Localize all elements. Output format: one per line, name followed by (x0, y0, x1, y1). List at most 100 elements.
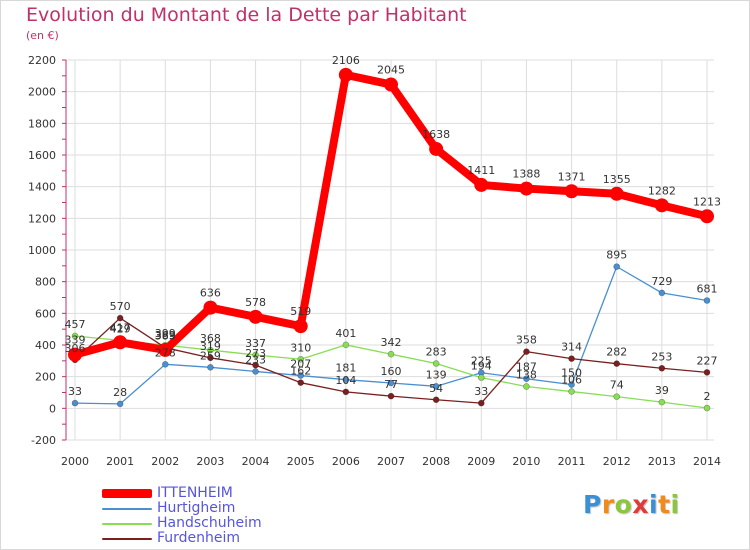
data-label: 2 (704, 390, 711, 403)
data-point (293, 319, 308, 334)
data-point (429, 141, 444, 156)
data-point (658, 364, 666, 372)
data-label: 339 (65, 334, 86, 347)
data-point (71, 332, 79, 340)
data-label: 282 (606, 346, 627, 359)
data-point (387, 392, 395, 400)
y-tick-label: 600 (35, 307, 56, 320)
x-tick-label: 2008 (422, 455, 450, 468)
data-label: 578 (245, 296, 266, 309)
data-label: 106 (561, 374, 582, 387)
y-tick-label: 1600 (28, 149, 56, 162)
data-label: 1638 (422, 128, 450, 141)
data-label: 187 (516, 361, 537, 374)
x-tick-label: 2014 (693, 455, 721, 468)
data-point (703, 369, 711, 376)
y-tick-label: 0 (49, 402, 56, 415)
y-tick-label: 1800 (28, 117, 56, 130)
data-point (116, 314, 124, 322)
x-tick-label: 2005 (287, 455, 315, 468)
data-label: 39 (655, 384, 669, 397)
data-point (387, 350, 395, 358)
data-label: 74 (610, 379, 624, 392)
data-label: 227 (697, 354, 718, 367)
data-point (203, 300, 218, 315)
x-tick-label: 2012 (603, 455, 631, 468)
data-label: 181 (335, 362, 356, 375)
x-tick-label: 2004 (242, 455, 270, 468)
legend-label: Handschuheim (157, 515, 262, 531)
data-label: 519 (290, 305, 311, 318)
data-point (113, 335, 128, 350)
data-label: 283 (426, 346, 447, 359)
x-tick-label: 2011 (558, 455, 586, 468)
y-tick-label: 400 (35, 339, 56, 352)
data-label: 162 (290, 365, 311, 378)
data-point (613, 263, 621, 270)
data-label: 401 (335, 327, 356, 340)
data-label: 368 (200, 332, 221, 345)
data-label: 160 (381, 365, 402, 378)
data-label: 306 (65, 342, 86, 355)
data-label: 1371 (558, 170, 586, 183)
y-tick-label: 200 (35, 371, 56, 384)
data-point (658, 289, 666, 297)
grid-lines (66, 59, 714, 441)
data-point (523, 383, 530, 390)
y-tick-label: -200 (31, 434, 56, 447)
data-point (252, 351, 259, 359)
data-label: 33 (68, 385, 82, 398)
legend-label: Furdenheim (157, 530, 241, 546)
data-point (703, 404, 711, 412)
data-label: 729 (651, 275, 672, 288)
data-label: 457 (65, 318, 86, 331)
data-label: 337 (245, 337, 266, 350)
data-point (564, 184, 579, 199)
y-tick-label: 1400 (28, 181, 56, 194)
data-point (342, 388, 350, 396)
data-label: 429 (110, 322, 131, 335)
data-point (161, 361, 169, 368)
x-tick-label: 2003 (196, 455, 224, 468)
legend-swatch (102, 523, 152, 525)
legend-swatch (102, 489, 152, 498)
data-label: 2045 (377, 64, 405, 77)
legend-swatch (102, 508, 152, 510)
chart-subtitle: (en €) (26, 29, 59, 42)
data-point (474, 177, 489, 192)
x-tick-label: 2006 (332, 455, 360, 468)
data-point (342, 341, 350, 349)
data-point (568, 355, 575, 362)
x-tick-label: 2009 (467, 455, 495, 468)
data-label: 310 (290, 341, 311, 354)
data-point (432, 396, 440, 404)
data-point (68, 347, 82, 362)
data-label: 570 (110, 300, 131, 313)
data-point (338, 67, 353, 82)
data-label: 1388 (512, 168, 540, 181)
data-label: 314 (561, 341, 582, 354)
data-label: 278 (155, 346, 176, 359)
data-label: 225 (471, 355, 492, 368)
data-label: 54 (429, 382, 443, 395)
data-label: 253 (651, 350, 672, 363)
data-label: 2106 (332, 54, 360, 67)
data-point (568, 381, 575, 388)
data-label: 895 (606, 249, 627, 262)
y-tick-label: 2200 (28, 54, 56, 67)
data-label: 28 (113, 386, 127, 399)
y-tick-label: 1200 (28, 212, 56, 225)
data-label: 194 (471, 360, 492, 373)
data-label: 342 (381, 336, 402, 349)
data-point (297, 379, 305, 386)
data-point (207, 354, 214, 362)
x-tick-label: 2010 (512, 455, 540, 468)
data-point (613, 360, 621, 367)
chart-title: Evolution du Montant de la Dette par Hab… (26, 4, 467, 26)
x-tick-label: 2001 (106, 455, 134, 468)
data-label: 104 (335, 374, 356, 387)
y-tick-label: 800 (35, 276, 56, 289)
data-point (207, 346, 214, 354)
data-point (158, 342, 173, 357)
data-point (432, 360, 440, 367)
